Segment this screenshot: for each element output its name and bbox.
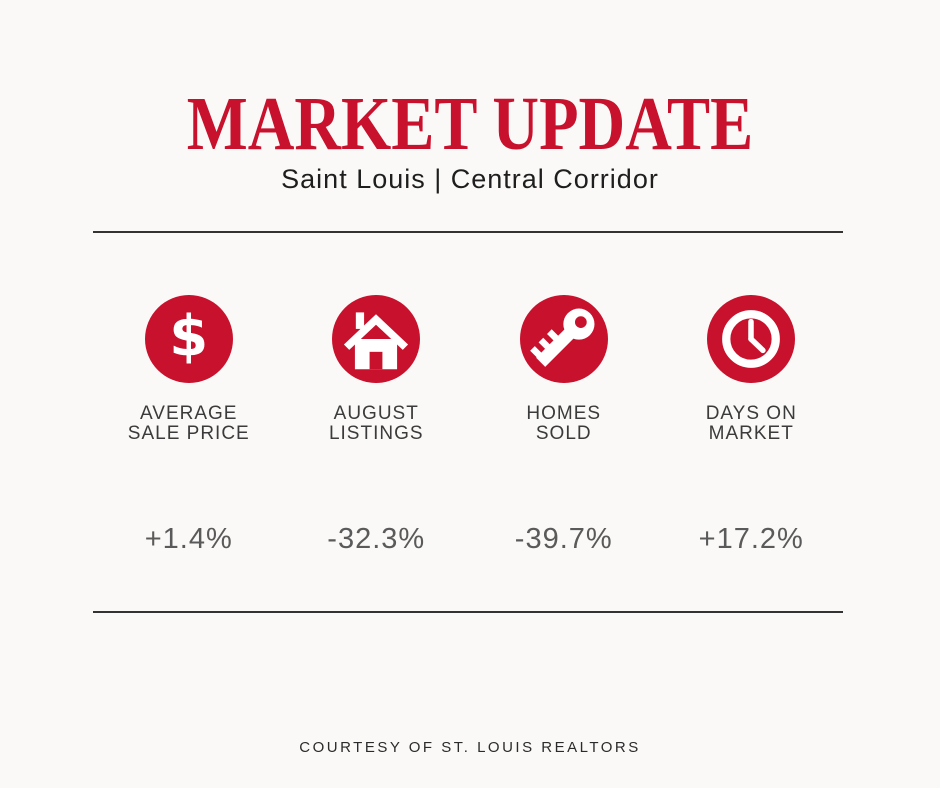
dollar-sign-icon: $ bbox=[169, 304, 209, 369]
stat-label-line2: SALE PRICE bbox=[127, 423, 250, 444]
bottom-divider bbox=[93, 611, 843, 613]
stat-value: +1.4% bbox=[144, 523, 233, 555]
stat-label-line2: MARKET bbox=[708, 423, 794, 444]
stat-label-line2: SOLD bbox=[535, 423, 592, 444]
top-divider bbox=[93, 231, 843, 233]
stats-row: $ AVERAGE SALE PRICE +1.4% AUGUST LISTIN… bbox=[95, 295, 845, 556]
stat-icon-badge bbox=[707, 295, 796, 383]
stat-column-homes-sold: HOMES SOLD -39.7% bbox=[470, 295, 658, 556]
stat-value: +17.2% bbox=[698, 523, 804, 555]
page-title: MARKET UPDATE bbox=[186, 82, 754, 166]
house-icon bbox=[344, 312, 409, 370]
stat-label-line1: DAYS ON bbox=[705, 403, 797, 424]
key-icon bbox=[529, 308, 595, 367]
clock-icon bbox=[722, 310, 781, 368]
page-subtitle: Saint Louis | Central Corridor bbox=[281, 164, 659, 194]
stat-label-line1: HOMES bbox=[526, 403, 602, 424]
stat-icon-badge: $ bbox=[144, 295, 233, 383]
stat-label: DAYS ON MARKET bbox=[706, 404, 797, 444]
stat-label-line2: LISTINGS bbox=[328, 423, 424, 444]
stat-label: AVERAGE SALE PRICE bbox=[128, 404, 250, 444]
stat-value: -32.3% bbox=[327, 523, 426, 555]
stat-value: -39.7% bbox=[514, 523, 613, 555]
stat-icon-badge bbox=[332, 295, 421, 383]
stat-column-average-sale-price: $ AVERAGE SALE PRICE +1.4% bbox=[95, 295, 283, 556]
stat-column-days-on-market: DAYS ON MARKET +17.2% bbox=[658, 295, 846, 556]
stat-label: HOMES SOLD bbox=[526, 404, 601, 444]
stat-icon-badge bbox=[519, 295, 608, 383]
stat-label-line1: AVERAGE bbox=[140, 403, 238, 424]
stat-column-august-listings: AUGUST LISTINGS -32.3% bbox=[283, 295, 471, 556]
stat-label: AUGUST LISTINGS bbox=[329, 404, 424, 444]
stat-label-line1: AUGUST bbox=[333, 403, 419, 424]
page-footer-credit: COURTESY OF ST. LOUIS REALTORS bbox=[299, 739, 641, 756]
